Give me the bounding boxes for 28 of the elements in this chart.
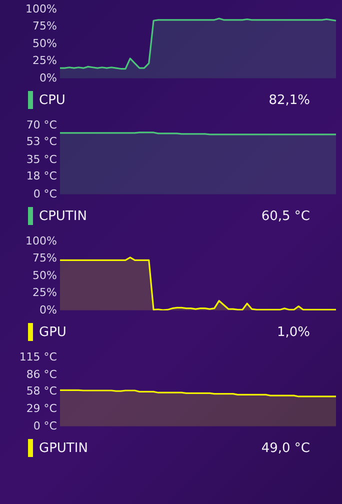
text: 49,0 °C bbox=[260, 440, 310, 456]
y-tick-label: 0 °C bbox=[33, 187, 58, 200]
legend-label: GPUTIN bbox=[39, 440, 88, 456]
y-tick-label: 18 °C bbox=[26, 170, 58, 183]
y-tick-label: 0% bbox=[40, 71, 57, 84]
y-tick-label: 115 °C bbox=[19, 350, 58, 364]
text: 60,5 °C bbox=[260, 208, 310, 224]
y-tick-label: 0 °C bbox=[33, 419, 58, 432]
y-tick-label: 75% bbox=[32, 252, 57, 265]
y-tick-label: 100% bbox=[26, 234, 57, 248]
y-tick-label: 100% bbox=[26, 2, 57, 16]
y-tick-label: 58 °C bbox=[26, 384, 58, 398]
y-tick-label: 25% bbox=[32, 54, 57, 68]
y-tick-label: 25% bbox=[32, 286, 57, 300]
y-tick-label: 35 °C bbox=[26, 152, 58, 166]
legend-label: CPU bbox=[39, 92, 66, 108]
y-tick-label: 53 °C bbox=[26, 135, 58, 148]
y-tick-label: 50% bbox=[32, 36, 57, 50]
y-tick-label: 70 °C bbox=[26, 118, 58, 132]
text: 1,0% bbox=[276, 324, 310, 340]
y-tick-label: 86 °C bbox=[26, 368, 58, 381]
text: 82,1% bbox=[268, 92, 310, 108]
y-tick-label: 50% bbox=[32, 268, 57, 282]
y-tick-label: 0% bbox=[40, 303, 57, 316]
y-tick-label: 75% bbox=[32, 20, 57, 33]
legend-label: GPU bbox=[39, 324, 66, 340]
y-tick-label: 29 °C bbox=[26, 402, 58, 415]
legend-label: CPUTIN bbox=[39, 208, 87, 224]
